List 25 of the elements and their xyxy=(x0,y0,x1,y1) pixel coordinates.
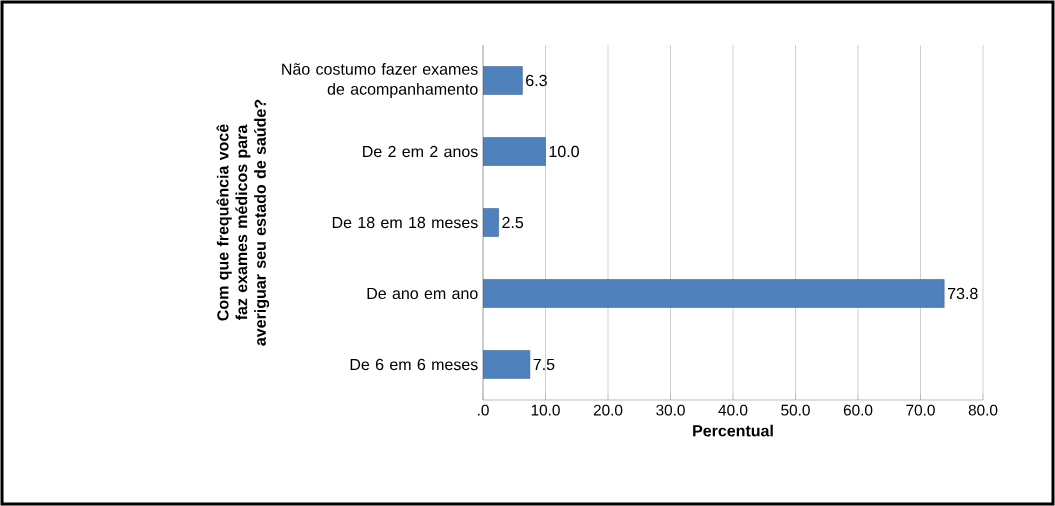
data-label: 6.3 xyxy=(526,74,547,87)
y-axis-title: Com que frequência você faz exames médicos para averiguar seu estado de saúde? xyxy=(216,99,270,346)
bar xyxy=(483,66,523,95)
x-tick-label: 40.0 xyxy=(718,404,748,416)
y-tick-label: De 2 em 2 anos xyxy=(363,145,478,158)
bar xyxy=(483,137,546,166)
x-tick-label: 30.0 xyxy=(656,404,685,416)
x-tick-label: 80.0 xyxy=(968,404,998,416)
data-label: 73.8 xyxy=(948,287,978,300)
data-label: 2.5 xyxy=(502,216,524,229)
y-tick-label: De ano em ano xyxy=(367,287,478,300)
x-tick-label: .0 xyxy=(478,404,489,416)
data-label: 10.0 xyxy=(549,145,579,158)
x-axis-title: Percentual xyxy=(693,424,773,437)
x-tick-label: 50.0 xyxy=(781,404,810,416)
data-label: 7.5 xyxy=(533,358,555,371)
x-tick-label: 70.0 xyxy=(906,404,935,416)
x-tick-label: 60.0 xyxy=(843,404,873,416)
bar xyxy=(483,350,531,379)
y-tick-label: Não costumo fazer exames de acompanhamento xyxy=(282,63,478,98)
x-tick-label: 20.0 xyxy=(593,404,623,416)
x-tick-label: 10.0 xyxy=(531,404,560,416)
y-tick-label: De 6 em 6 meses xyxy=(350,358,478,371)
bar xyxy=(483,279,945,308)
y-tick-label: De 18 em 18 meses xyxy=(332,216,478,229)
